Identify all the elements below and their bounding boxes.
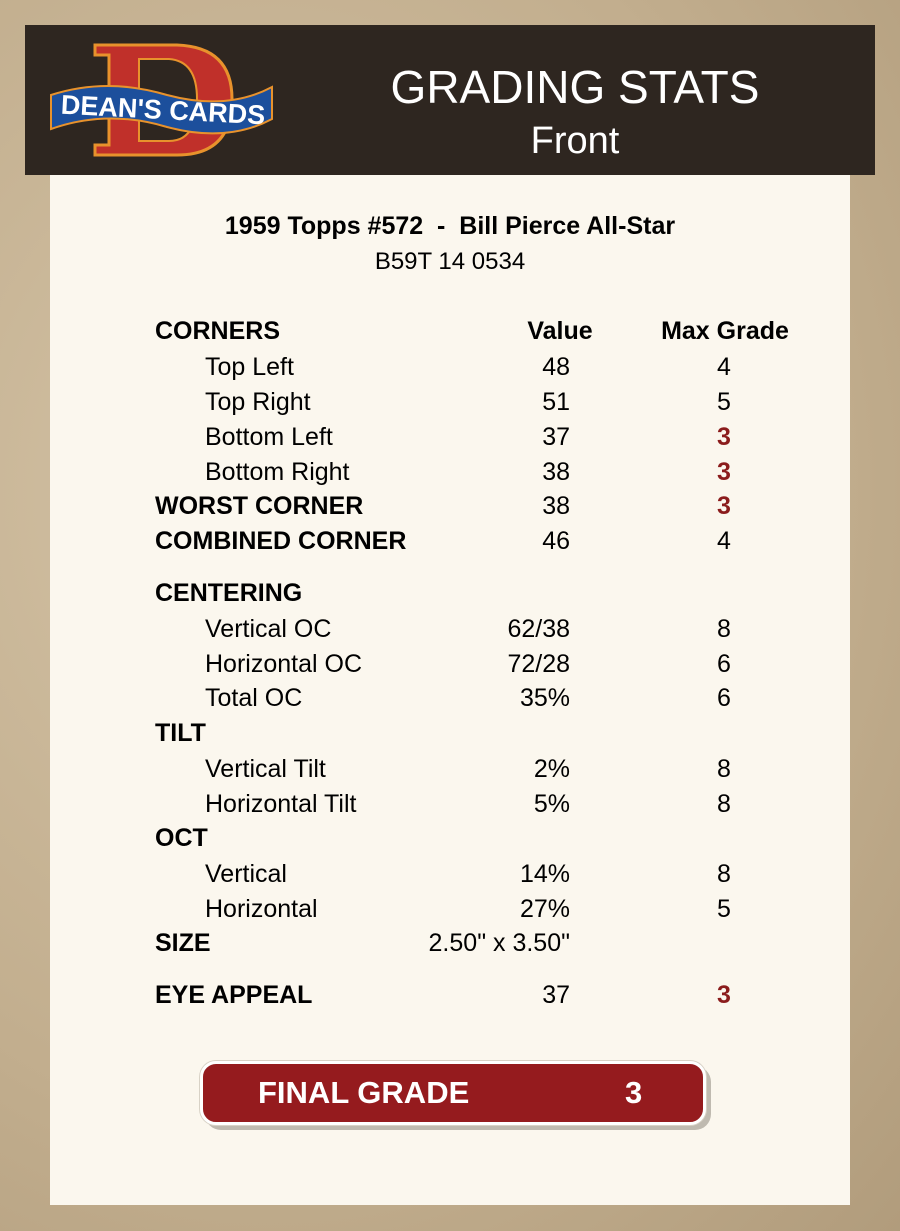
stat-label: Horizontal Tilt (205, 790, 357, 818)
stat-label: TILT (155, 719, 206, 747)
stat-max-grade: 3 (717, 492, 731, 520)
max-grade-column-header: Max Grade (661, 317, 789, 345)
stat-value: 2% (533, 755, 570, 783)
stat-label: Bottom Right (205, 458, 350, 486)
stat-label: Top Left (205, 353, 294, 381)
stat-label: Vertical OC (205, 615, 332, 643)
grading-panel: 1959 Topps #572 - Bill Pierce All-Star B… (50, 175, 850, 1205)
stat-label: Horizontal (205, 895, 318, 923)
stat-value: 37 (542, 423, 570, 451)
stat-value: 35% (519, 684, 570, 712)
stat-value: 62/38 (507, 615, 570, 643)
stat-max-grade: 3 (717, 423, 731, 451)
stat-max-grade: 4 (717, 353, 731, 381)
stat-value: 38 (542, 492, 570, 520)
stat-label: Top Right (205, 388, 311, 416)
stat-max-grade: 3 (717, 458, 731, 486)
stat-row: WORST CORNER 38 3 (50, 492, 850, 524)
stat-row: Bottom Right 38 3 (50, 458, 850, 490)
stat-max-grade: 8 (717, 615, 731, 643)
stat-row: Horizontal OC 72/28 6 (50, 650, 850, 682)
stat-label: OCT (155, 824, 208, 852)
stat-row: TILT (50, 719, 850, 751)
final-grade-value: 3 (625, 1075, 643, 1110)
stat-max-grade: 8 (717, 860, 731, 888)
stat-max-grade: 4 (717, 527, 731, 555)
stat-max-grade: 8 (717, 755, 731, 783)
stat-max-grade: 5 (717, 388, 731, 416)
stat-row: Total OC 35% 6 (50, 684, 850, 716)
stat-value: 27% (519, 895, 570, 923)
stat-row: Top Right 51 5 (50, 388, 850, 420)
stat-row: Vertical Tilt 2% 8 (50, 755, 850, 787)
stat-value: 51 (542, 388, 570, 416)
card-id: B59T 14 0534 (374, 248, 526, 275)
stat-row: EYE APPEAL 37 3 (50, 981, 850, 1013)
stat-max-grade: 6 (717, 684, 731, 712)
stat-max-grade: 3 (717, 981, 731, 1009)
stat-value: 38 (542, 458, 570, 486)
stat-max-grade: 6 (717, 650, 731, 678)
stat-label: Total OC (205, 684, 303, 712)
stat-value: 72/28 (507, 650, 570, 678)
corners-heading: CORNERS (155, 317, 281, 345)
stat-value: 48 (542, 353, 570, 381)
stat-label: Horizontal OC (205, 650, 362, 678)
final-grade-banner: FINAL GRADE 3 (200, 1061, 706, 1125)
page-subtitle: Front (530, 120, 620, 162)
card-title: 1959 Topps #572 - Bill Pierce All-Star (224, 212, 676, 240)
page-title: GRADING STATS (390, 61, 760, 113)
stat-row: Top Left 48 4 (50, 353, 850, 385)
stat-value: 46 (542, 527, 570, 555)
deans-cards-logo: DEAN'S CARDS (50, 43, 273, 157)
stat-label: Bottom Left (205, 423, 333, 451)
final-grade-label: FINAL GRADE (258, 1075, 470, 1110)
stat-row: Horizontal 27% 5 (50, 895, 850, 927)
stat-row: Horizontal Tilt 5% 8 (50, 790, 850, 822)
stat-value: 5% (533, 790, 570, 818)
stat-label: SIZE (155, 929, 211, 957)
stat-label: EYE APPEAL (155, 981, 313, 1009)
stat-value: 2.50" x 3.50" (428, 929, 570, 957)
stat-max-grade: 5 (717, 895, 731, 923)
stat-row: SIZE 2.50" x 3.50" (50, 929, 850, 961)
stat-row: COMBINED CORNER 46 4 (50, 527, 850, 559)
stat-row: Vertical 14% 8 (50, 860, 850, 892)
stat-row: Vertical OC 62/38 8 (50, 615, 850, 647)
stat-row: OCT (50, 824, 850, 856)
stat-label: Vertical (205, 860, 287, 888)
stat-label: WORST CORNER (155, 492, 364, 520)
svg-text:DEAN'S CARDS: DEAN'S CARDS (60, 90, 266, 131)
header-bar: DEAN'S CARDS GRADING STATS Front (25, 25, 875, 175)
stat-row: CENTERING (50, 579, 850, 611)
stat-label: Vertical Tilt (205, 755, 326, 783)
column-header-row: CORNERS Value Max Grade (50, 317, 850, 349)
stat-row: Bottom Left 37 3 (50, 423, 850, 455)
stat-value: 14% (519, 860, 570, 888)
stat-value: 37 (542, 981, 570, 1009)
value-column-header: Value (527, 317, 593, 345)
stat-label: COMBINED CORNER (155, 527, 407, 555)
stat-max-grade: 8 (717, 790, 731, 818)
stat-label: CENTERING (155, 579, 303, 607)
